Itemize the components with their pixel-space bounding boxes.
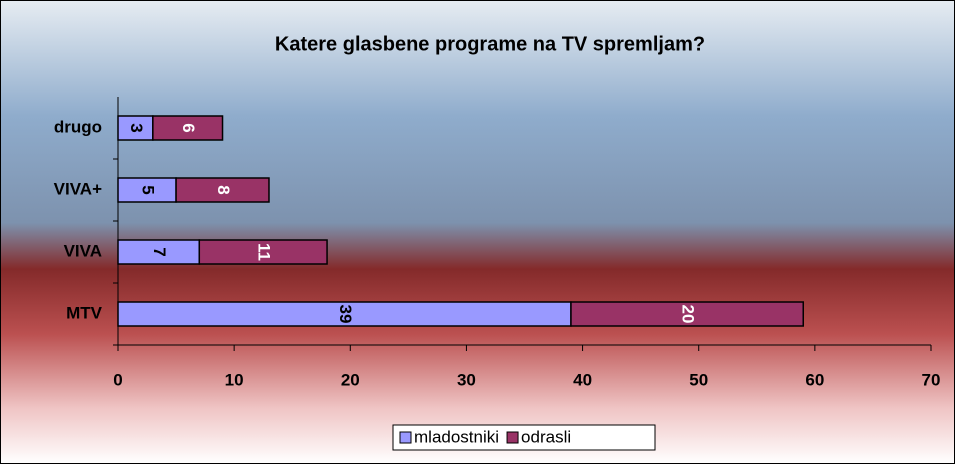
y-tick-label: VIVA [64,241,102,260]
data-label: 20 [679,305,698,324]
legend: mladostniki odrasli [392,424,656,451]
x-tick-label: 40 [573,370,592,389]
legend-swatch [506,431,519,444]
data-label: 39 [336,305,355,324]
x-tick-label: 70 [922,370,941,389]
data-label: 11 [255,243,274,261]
data-label: 5 [139,185,158,194]
data-label: 8 [214,185,233,194]
legend-swatch [399,431,412,444]
data-label: 6 [179,123,198,132]
y-tick-label: VIVA+ [54,179,102,198]
bar [175,177,270,203]
y-tick-label: drugo [54,117,102,136]
data-label: 3 [127,123,146,132]
x-tick-label: 0 [113,370,122,389]
x-tick-label: 50 [689,370,708,389]
x-tick-label: 10 [225,370,244,389]
bar [570,301,804,327]
chart-title: Katere glasbene programe na TV spremljam… [275,33,705,55]
legend-box [392,424,656,451]
x-tick-label: 20 [341,370,360,389]
x-tick-label: 30 [457,370,476,389]
legend-label: mladostniki [414,427,499,446]
x-tick-label: 60 [805,370,824,389]
bar [152,115,224,141]
data-label: 7 [150,247,169,256]
y-tick-label: MTV [66,303,103,322]
legend-label: odrasli [521,427,571,446]
bar [198,239,328,265]
